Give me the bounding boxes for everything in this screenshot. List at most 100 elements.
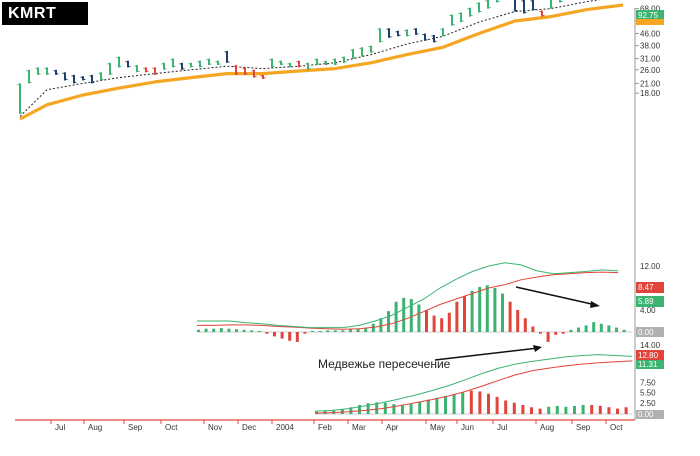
macd1-hist-bar [470, 290, 474, 332]
x-tick-label: Oct [610, 423, 623, 432]
macd1-hist-bar [577, 327, 580, 332]
macd1-hist-bar [379, 318, 383, 332]
macd2-hist-bar [607, 407, 611, 414]
macd1-hist-bar [394, 301, 398, 332]
macd1-hist-bar [417, 304, 421, 332]
macd2-axis-tick-label: 14.00 [640, 341, 661, 350]
macd1-hist-bar [273, 332, 276, 337]
macd1-tag-zero-label: 0.00 [638, 328, 654, 337]
macd2-hist-bar [366, 403, 370, 414]
macd2-tag-green-label: 11.31 [638, 360, 658, 369]
x-tick-label: Jul [55, 423, 65, 432]
macd1-hist-bar [501, 293, 504, 332]
ma-price-tag [636, 19, 664, 25]
price-axis-tick-label: 46.00 [640, 29, 661, 38]
price-axis-tick-label: 31.00 [640, 55, 661, 64]
price-axis-tick-label: 68.00 [640, 5, 661, 14]
macd2-hist-bar [555, 405, 559, 414]
macd1-hist-bar [622, 329, 626, 332]
macd1-hist-bar [235, 329, 238, 332]
macd2-hist-bar [452, 394, 456, 414]
macd2-hist-bar [426, 399, 430, 414]
macd2-hist-bar [530, 407, 533, 414]
price-axis-tick-label: 26.00 [640, 66, 661, 75]
macd2-hist-bar [564, 406, 568, 414]
macd1-hist-bar [554, 332, 558, 335]
price-axis-tick-label: 18.00 [640, 89, 661, 98]
x-tick-label: Jun [461, 423, 474, 432]
macd1-hist-bar [523, 318, 527, 332]
macd1-hist-bar [212, 328, 216, 332]
x-tick-label: Apr [386, 423, 399, 432]
macd1-hist-bar [349, 329, 352, 332]
x-tick-label: Jul [497, 423, 507, 432]
macd2-hist-bar [581, 405, 585, 414]
macd2-hist-bar [616, 408, 619, 414]
macd1-hist-bar [333, 330, 337, 332]
macd2-hist-bar [590, 405, 594, 414]
macd1-hist-bar [204, 328, 208, 332]
macd1-hist-bar [485, 285, 489, 332]
macd2-macd-line [314, 354, 633, 412]
macd1-tag-zero [636, 327, 664, 337]
macd2-hist-bar [495, 396, 499, 414]
macd1-macd-line [197, 262, 619, 329]
macd2-hist-bar [375, 402, 379, 414]
macd2-hist-bar [487, 393, 490, 414]
macd1-hist-bar [303, 332, 307, 334]
macd2-hist-bar [512, 402, 516, 414]
macd1-hist-bar [371, 323, 375, 332]
macd2-tag-red [636, 350, 664, 360]
x-tick-label: Feb [318, 423, 332, 432]
macd1-hist-bar [364, 327, 368, 332]
macd1-hist-bar [402, 297, 406, 332]
x-tick-label: Sep [128, 423, 143, 432]
macd1-hist-bar [531, 326, 535, 332]
macd1-hist-bar [561, 332, 565, 334]
ticker-label: KMRT [2, 2, 88, 25]
macd1-hist-bar [599, 323, 603, 332]
macd1-hist-bar [432, 315, 436, 332]
macd2-hist-bar [598, 405, 602, 414]
macd1-hist-bar [311, 330, 314, 332]
macd2-signal-line [314, 360, 633, 414]
macd2-tag-green [636, 360, 664, 369]
macd2-hist-bar [478, 391, 482, 414]
x-tick-label: May [430, 423, 445, 432]
macd1-axis-tick-label: 4.00 [640, 306, 656, 315]
macd1-hist-bar [546, 332, 550, 342]
macd2-hist-bar [349, 407, 353, 414]
macd1-hist-bar [409, 299, 413, 332]
x-tick-label: Aug [88, 423, 102, 432]
macd1-hist-bar [425, 310, 428, 332]
macd2-hist-bar [538, 408, 542, 414]
macd2-hist-bar [444, 396, 447, 414]
price-axis-tick-label: 21.00 [640, 79, 661, 88]
macd1-hist-bar [607, 325, 611, 332]
macd1-tag-green-label: 5.89 [638, 297, 654, 306]
macd2-hist-bar [358, 405, 361, 414]
last-price-tag-label: 92.75 [638, 11, 659, 20]
macd1-hist-bar [584, 325, 588, 332]
macd2-tag-zero-label: 0.00 [638, 410, 654, 419]
macd1-axis-tick-label: 12.00 [640, 262, 661, 271]
macd2-hist-bar [521, 405, 525, 414]
x-tick-label: Aug [540, 423, 554, 432]
macd1-hist-bar [219, 328, 223, 332]
macd2-hist-bar [573, 405, 576, 414]
macd1-hist-bar [242, 329, 246, 332]
macd1-hist-bar [447, 312, 451, 332]
macd2-axis-tick-label: 2.50 [640, 399, 656, 408]
macd1-hist-bar [440, 318, 444, 332]
x-tick-label: Nov [208, 423, 222, 432]
macd1-hist-bar [265, 332, 269, 334]
annotation-arrow-lower [434, 347, 539, 361]
macd1-hist-bar [288, 332, 292, 341]
macd2-hist-bar [461, 392, 465, 414]
macd1-hist-bar [197, 329, 200, 332]
macd1-hist-bar [250, 330, 254, 332]
macd1-hist-bar [295, 332, 299, 342]
annotation-bearish-crossover: Медвежье пересечение [318, 357, 451, 371]
